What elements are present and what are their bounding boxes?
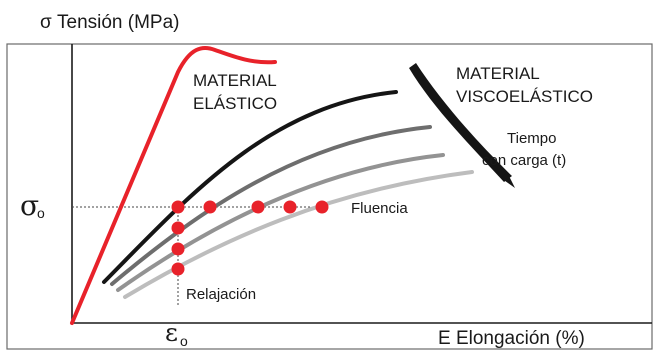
viscoelastic-curve-3 bbox=[116, 153, 445, 292]
sigma-o-subscript: o bbox=[37, 205, 45, 221]
sigma-o-symbol: σ bbox=[20, 189, 39, 222]
viscoelastic-curve-4 bbox=[123, 170, 474, 299]
relajacion-point bbox=[171, 221, 185, 235]
fluencia-point bbox=[251, 200, 265, 214]
material-viscoelastico-label-line2: VISCOELÁSTICO bbox=[456, 87, 593, 106]
viscoelastic-curve-1 bbox=[102, 90, 398, 284]
relajacion-label: Relajación bbox=[186, 286, 256, 303]
material-elastico-label-line2: ELÁSTICO bbox=[193, 94, 277, 113]
elastic-material-curve bbox=[70, 45, 277, 325]
tiempo-label-line1: Tiempo bbox=[507, 130, 556, 147]
viscoelastic-curve-2 bbox=[110, 125, 432, 286]
relajacion-point bbox=[171, 242, 185, 256]
material-viscoelastico-label-line1: MATERIAL bbox=[456, 64, 540, 83]
epsilon-o-subscript: o bbox=[180, 333, 188, 349]
relajacion-point bbox=[171, 262, 185, 276]
x-axis-label: E Elongación (%) bbox=[438, 328, 585, 349]
time-arrow-head bbox=[501, 172, 515, 188]
epsilon-o-symbol: ε bbox=[165, 318, 178, 347]
figure-frame bbox=[6, 43, 653, 350]
time-arrow-shaft bbox=[409, 63, 512, 182]
fluencia-point bbox=[315, 200, 329, 214]
fluencia-point bbox=[283, 200, 297, 214]
fluencia-label: Fluencia bbox=[351, 200, 408, 217]
tiempo-label-line2: con carga (t) bbox=[482, 152, 566, 169]
fluencia-point bbox=[171, 200, 185, 214]
material-elastico-label-line1: MATERIAL bbox=[193, 71, 277, 90]
y-axis-label: σ Tensión (MPa) bbox=[40, 12, 180, 33]
fluencia-point bbox=[203, 200, 217, 214]
